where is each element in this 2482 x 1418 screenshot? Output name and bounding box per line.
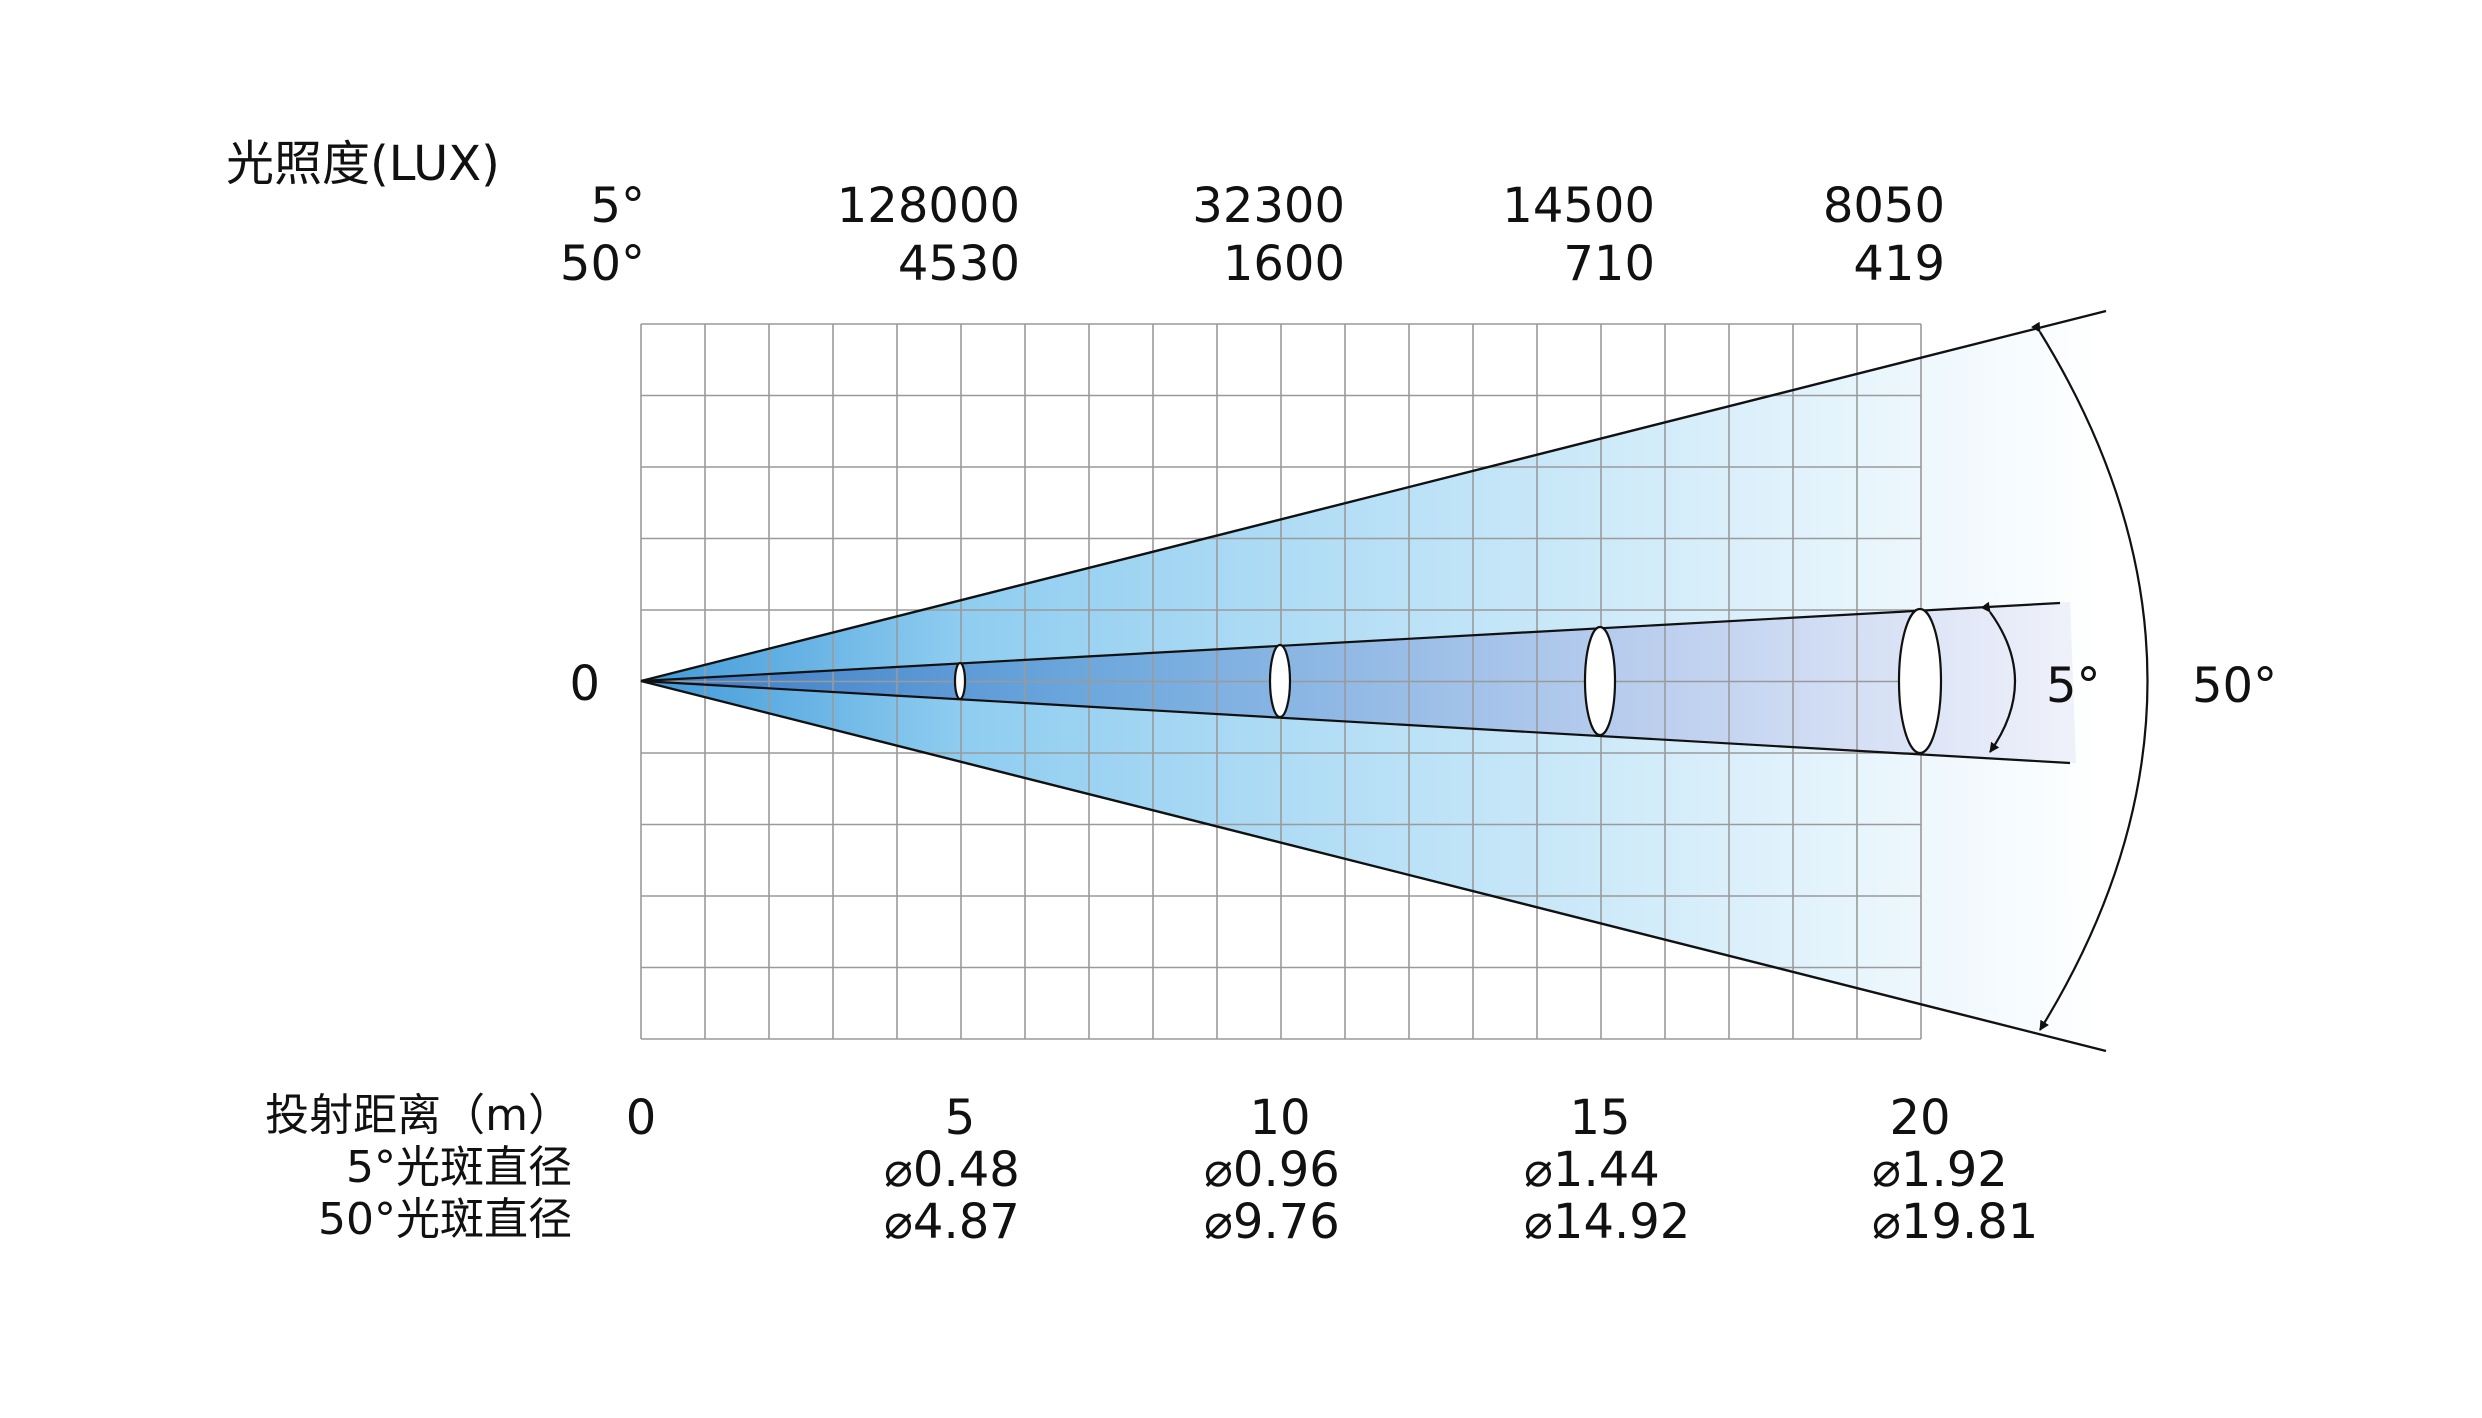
- diameter-icon: ⌀: [1204, 1142, 1233, 1198]
- spot-ellipse-20m: [1897, 607, 1943, 755]
- wide-beam-upper-edge: [640, 309, 2107, 683]
- spot-b-label: 50°光斑直径: [318, 1194, 572, 1245]
- lux-a-10m: 32300: [1192, 178, 1345, 234]
- diameter-icon: ⌀: [884, 1194, 913, 1250]
- narrow-angle-label: 5°: [2046, 658, 2101, 714]
- lux-b-5m: 4530: [897, 236, 1020, 292]
- wide-angle-arc: [2031, 321, 2149, 1031]
- spot-b-10m: ⌀9.76: [1204, 1194, 1340, 1250]
- distance-axis-label: 投射距离（m）: [265, 1090, 572, 1141]
- lux-b-20m: 419: [1853, 236, 1945, 292]
- distance-10: 10: [1249, 1090, 1311, 1146]
- origin-label: 0: [569, 656, 600, 712]
- lux-a-20m: 8050: [1822, 178, 1945, 234]
- illuminance-axis-label: 光照度(LUX): [226, 136, 500, 192]
- narrow-beam-lower-edge: [640, 679, 2071, 765]
- narrow-beam-upper-edge: [640, 601, 2061, 683]
- spot-a-label: 5°光斑直径: [346, 1142, 572, 1193]
- diameter-icon: ⌀: [884, 1142, 913, 1198]
- lux-a-15m: 14500: [1502, 178, 1655, 234]
- spot-ellipse-5m: [953, 661, 967, 701]
- distance-5: 5: [944, 1090, 976, 1146]
- diameter-icon: ⌀: [1524, 1142, 1553, 1198]
- spot-a-10m: ⌀0.96: [1204, 1142, 1340, 1198]
- spot-b-20m: ⌀19.81: [1872, 1194, 2039, 1250]
- lux-a-5m: 128000: [836, 178, 1020, 234]
- spot-a-20m: ⌀1.92: [1872, 1142, 2008, 1198]
- wide-beam-lower-edge: [640, 679, 2107, 1053]
- diameter-icon: ⌀: [1524, 1194, 1553, 1250]
- diameter-icon: ⌀: [1872, 1194, 1901, 1250]
- spot-a-5m: ⌀0.48: [884, 1142, 1020, 1198]
- narrow-angle-arc: [1980, 601, 2016, 753]
- diameter-icon: ⌀: [1204, 1194, 1233, 1250]
- lux-b-10m: 1600: [1222, 236, 1345, 292]
- row-a-angle: 5°: [590, 178, 645, 234]
- distance-15: 15: [1569, 1090, 1631, 1146]
- spot-b-15m: ⌀14.92: [1524, 1194, 1691, 1250]
- row-b-angle: 50°: [559, 236, 645, 292]
- diameter-icon: ⌀: [1872, 1142, 1901, 1198]
- spot-ellipse-15m: [1583, 625, 1617, 737]
- spot-b-5m: ⌀4.87: [884, 1194, 1020, 1250]
- narrow-beam-cone: [641, 602, 2076, 763]
- distance-20: 20: [1889, 1090, 1951, 1146]
- lux-b-15m: 710: [1563, 236, 1655, 292]
- spot-a-15m: ⌀1.44: [1524, 1142, 1660, 1198]
- spot-ellipse-10m: [1268, 643, 1292, 719]
- distance-0: 0: [625, 1090, 657, 1146]
- wide-angle-label: 50°: [2192, 658, 2278, 714]
